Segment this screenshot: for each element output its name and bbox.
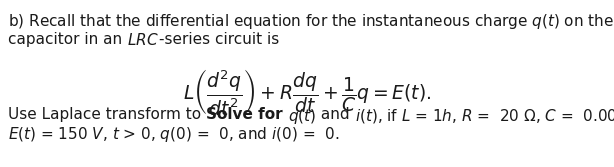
- Text: capacitor in an: capacitor in an: [8, 32, 127, 47]
- Text: -series circuit is: -series circuit is: [158, 32, 279, 47]
- Text: , if $L$ = 1$h$, $R$ =  20 $\Omega$, $C$ =  0.005 $f$,: , if $L$ = 1$h$, $R$ = 20 $\Omega$, $C$ …: [378, 107, 614, 125]
- Text: $L\left(\dfrac{d^2q}{dt^2}\right) + R\dfrac{dq}{dt} + \dfrac{1}{C}q = E(t).$: $L\left(\dfrac{d^2q}{dt^2}\right) + R\df…: [183, 67, 431, 117]
- Text: $i(t)$: $i(t)$: [354, 107, 378, 125]
- Text: $E(t)$ = 150 $V$, $t$ > 0, $q$(0) =  0, and $i$(0) =  0.: $E(t)$ = 150 $V$, $t$ > 0, $q$(0) = 0, a…: [8, 125, 340, 144]
- Text: Solve for: Solve for: [206, 107, 288, 122]
- Text: Use Laplace transform to: Use Laplace transform to: [8, 107, 206, 122]
- Text: and: and: [316, 107, 354, 122]
- Text: $q(t)$: $q(t)$: [288, 107, 316, 126]
- Text: b) Recall that the differential equation for the instantaneous charge $q(t)$ on : b) Recall that the differential equation…: [8, 12, 614, 31]
- Text: $\it{LRC}$: $\it{LRC}$: [127, 32, 158, 48]
